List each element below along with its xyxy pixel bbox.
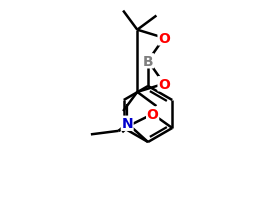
Text: O: O	[158, 32, 170, 46]
Text: O: O	[147, 107, 159, 121]
Text: O: O	[158, 77, 170, 91]
Text: N: N	[121, 117, 133, 131]
Text: B: B	[143, 55, 153, 68]
